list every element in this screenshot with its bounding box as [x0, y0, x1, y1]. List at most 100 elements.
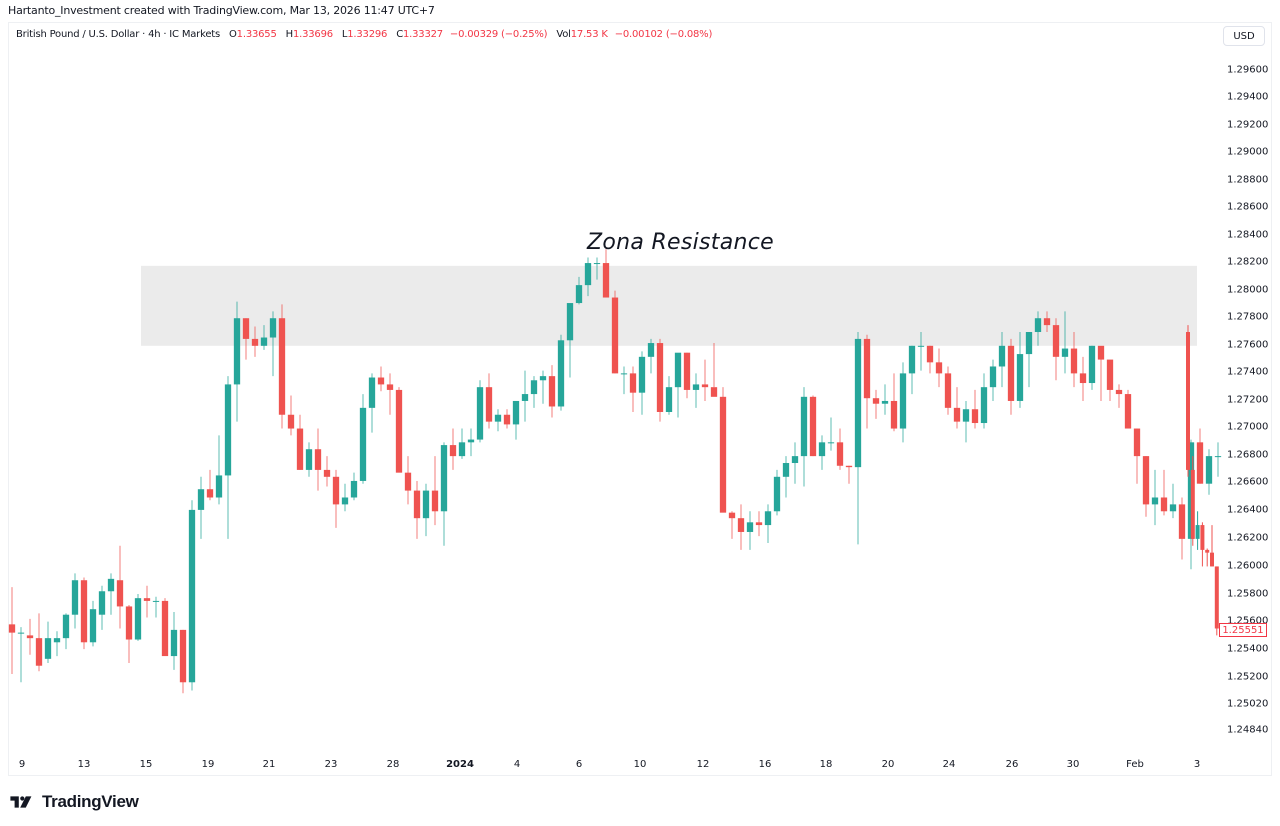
candle	[53, 631, 61, 657]
candle	[674, 352, 682, 418]
candle	[431, 456, 439, 526]
candle	[179, 629, 187, 694]
candle	[782, 456, 790, 498]
candle	[359, 394, 367, 484]
candle	[269, 311, 277, 377]
candle	[1214, 566, 1219, 636]
candle	[1007, 338, 1015, 415]
time-tick: 12	[696, 759, 710, 770]
candle	[593, 257, 601, 280]
candle	[467, 428, 475, 457]
candle	[350, 472, 358, 501]
candle	[917, 332, 925, 371]
candle	[854, 332, 862, 545]
candle	[377, 366, 385, 392]
candle	[1200, 522, 1205, 567]
candle	[503, 409, 511, 429]
candle	[1178, 497, 1186, 560]
candle	[746, 511, 754, 550]
candle	[296, 414, 304, 470]
price-tick: 1.29400	[1227, 91, 1269, 103]
candle	[899, 362, 907, 443]
open-value: 1.33655	[236, 29, 277, 40]
tradingview-logo-icon	[10, 796, 32, 808]
candle	[62, 613, 70, 650]
candle	[602, 249, 610, 298]
price-tick: 1.27200	[1227, 394, 1269, 406]
candle	[809, 395, 817, 457]
candle	[962, 400, 970, 443]
candle	[44, 621, 52, 663]
candle	[845, 465, 853, 484]
price-tick: 1.26400	[1227, 504, 1269, 516]
candle	[1043, 311, 1051, 333]
candle	[638, 351, 646, 415]
candle	[827, 417, 835, 451]
candle	[557, 334, 565, 411]
candle	[1205, 548, 1210, 567]
price-tick: 1.28800	[1227, 174, 1269, 186]
time-tick: 6	[575, 759, 583, 770]
candle	[584, 257, 592, 297]
candle	[881, 384, 889, 415]
price-tick: 1.24840	[1227, 724, 1269, 736]
candle	[656, 338, 664, 422]
zone-resistance-label[interactable]: Zona Resistance	[587, 230, 774, 255]
candle	[629, 366, 637, 412]
candle	[755, 511, 763, 537]
price-tick: 1.25400	[1227, 643, 1269, 655]
candle	[368, 373, 376, 433]
volume-change: −0.00102 (−0.08%)	[614, 29, 713, 40]
candle	[314, 428, 322, 491]
time-tick: 16	[758, 759, 772, 770]
time-tick: 19	[201, 759, 215, 770]
resistance-zone[interactable]	[141, 265, 1197, 346]
candle	[1034, 311, 1042, 346]
candle	[233, 301, 241, 422]
candle	[1190, 456, 1195, 546]
candle	[1097, 345, 1105, 401]
time-tick: 3	[1193, 759, 1201, 770]
price-tick: 1.28000	[1227, 284, 1269, 296]
candle	[1025, 332, 1033, 388]
candle	[908, 345, 916, 395]
candle	[539, 370, 547, 404]
candle	[386, 373, 394, 415]
candle	[98, 585, 106, 630]
candle	[710, 343, 718, 397]
candle	[764, 504, 772, 543]
candle	[944, 366, 952, 415]
candle	[332, 469, 340, 528]
price-tick: 1.27000	[1227, 421, 1269, 433]
currency-button[interactable]: USD	[1223, 26, 1265, 46]
candle	[1052, 318, 1060, 381]
price-tick: 1.29600	[1227, 64, 1269, 76]
candle	[260, 325, 268, 350]
candle	[998, 332, 1006, 388]
candle	[1061, 311, 1069, 374]
time-tick: 9	[18, 759, 26, 770]
candle	[1106, 359, 1114, 401]
candle	[1115, 384, 1123, 408]
candle	[818, 435, 826, 470]
candle	[305, 442, 313, 477]
candle	[422, 483, 430, 537]
candle	[197, 476, 205, 539]
candle	[476, 380, 484, 443]
candle	[26, 618, 34, 655]
time-tick: 15	[139, 759, 153, 770]
tradingview-logo[interactable]: TradingView	[10, 792, 139, 812]
candle	[494, 409, 502, 432]
candle	[575, 276, 583, 305]
time-tick: 10	[633, 759, 647, 770]
candle	[89, 600, 97, 647]
time-tick: 18	[819, 759, 833, 770]
time-tick: 13	[77, 759, 91, 770]
candle	[125, 605, 133, 663]
symbol-title[interactable]: British Pound / U.S. Dollar · 4h · IC Ma…	[16, 29, 221, 40]
time-tick: 4	[513, 759, 521, 770]
candle	[530, 376, 538, 408]
candle	[1195, 511, 1200, 550]
candle	[548, 365, 556, 418]
